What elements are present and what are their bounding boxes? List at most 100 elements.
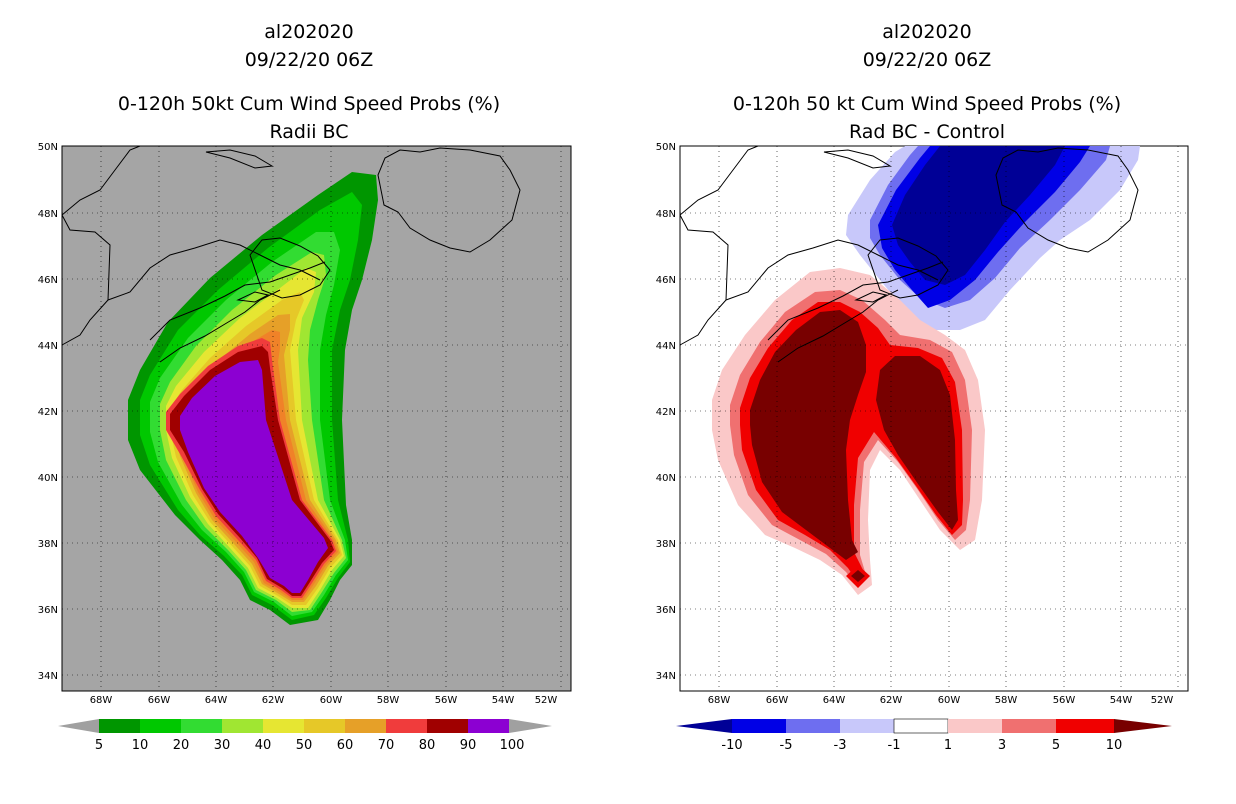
right-colorbar-swatch	[893, 718, 949, 734]
right-lon-label: 68W	[708, 695, 731, 706]
left-lon-label: 54W	[492, 695, 515, 706]
left-panel: al202020 09/22/20 06Z 0-120h 50kt Cum Wi…	[38, 21, 572, 753]
right-lat-label: 40N	[656, 473, 676, 484]
left-colorbar-swatch	[263, 719, 304, 733]
left-lat-label: 44N	[38, 341, 58, 352]
right-colorbar-low-end	[676, 719, 732, 733]
left-colorbar-swatch	[99, 719, 140, 733]
left-prob-100	[180, 360, 328, 593]
left-lon-label: 58W	[377, 695, 400, 706]
left-lon-label: 68W	[90, 695, 113, 706]
left-lon-label: 66W	[148, 695, 171, 706]
left-lon-label: 56W	[435, 695, 458, 706]
left-colorbar-swatch	[222, 719, 263, 733]
left-lat-label: 42N	[38, 407, 58, 418]
left-map: 50N 48N 46N 44N 42N 40N 38N 36N 34N 68W …	[38, 142, 572, 706]
right-lat-label: 48N	[656, 209, 676, 220]
left-lat-label: 36N	[38, 605, 58, 616]
left-colorbar-label: 70	[378, 738, 395, 753]
left-lat-label: 34N	[38, 671, 58, 682]
left-lon-label: 52W	[535, 695, 558, 706]
right-lon-label: 64W	[823, 695, 846, 706]
right-colorbar-label: -3	[834, 738, 847, 753]
right-lat-label: 50N	[656, 142, 676, 153]
left-colorbar-label: 80	[419, 738, 436, 753]
left-title: 0-120h 50kt Cum Wind Speed Probs (%)	[118, 93, 500, 115]
right-subtitle: Rad BC - Control	[849, 121, 1005, 143]
right-colorbar-swatch	[840, 719, 894, 733]
right-diff-pos-isolated-core	[851, 570, 865, 582]
right-diff-pos-10-a	[750, 310, 866, 560]
right-lat-label: 42N	[656, 407, 676, 418]
left-lon-labels: 68W 66W 64W 62W 60W 58W 56W 54W 52W	[90, 695, 558, 706]
left-lat-label: 50N	[38, 142, 58, 153]
left-lat-label: 48N	[38, 209, 58, 220]
left-lat-label: 38N	[38, 539, 58, 550]
right-storm-id: al202020	[882, 21, 971, 43]
right-colorbar-label: -5	[780, 738, 793, 753]
right-colorbar-label: 10	[1106, 738, 1123, 753]
left-colorbar-label: 20	[173, 738, 190, 753]
left-colorbar-swatch	[427, 719, 468, 733]
right-colorbar-swatch	[1056, 719, 1114, 733]
right-lon-label: 62W	[880, 695, 903, 706]
left-colorbar-swatch	[345, 719, 386, 733]
right-colorbar: -10 -5 -3 -1 1 3 5 10	[676, 718, 1172, 753]
right-colorbar-swatch	[948, 719, 1002, 733]
right-graticule	[680, 146, 1188, 691]
left-colorbar-low-end	[58, 719, 99, 733]
left-colorbar: 5 10 20 30 40 50 60 70 80 90 100	[58, 719, 552, 753]
right-colorbar-swatch	[732, 719, 786, 733]
right-lon-label: 66W	[766, 695, 789, 706]
right-title: 0-120h 50 kt Cum Wind Speed Probs (%)	[733, 93, 1121, 115]
right-lon-label: 52W	[1151, 695, 1174, 706]
left-lat-labels: 50N 48N 46N 44N 42N 40N 38N 36N 34N	[38, 142, 58, 682]
left-colorbar-label: 50	[296, 738, 313, 753]
left-colorbar-label: 30	[214, 738, 231, 753]
right-lat-label: 44N	[656, 341, 676, 352]
left-subtitle: Radii BC	[269, 121, 348, 143]
right-lat-label: 36N	[656, 605, 676, 616]
right-colorbar-label: -10	[721, 738, 742, 753]
right-colorbar-label: 1	[944, 738, 952, 753]
right-lon-labels: 68W 66W 64W 62W 60W 58W 56W 54W 52W	[708, 695, 1174, 706]
left-coastlines	[61, 145, 521, 363]
right-lon-label: 60W	[938, 695, 961, 706]
left-colorbar-label: 100	[500, 738, 525, 753]
left-colorbar-swatch	[468, 719, 509, 733]
right-colorbar-label: -1	[888, 738, 901, 753]
left-colorbar-label: 10	[132, 738, 149, 753]
right-lon-label: 56W	[1053, 695, 1076, 706]
right-colorbar-high-end	[1114, 719, 1172, 733]
right-colorbar-label: 5	[1052, 738, 1060, 753]
left-lat-label: 40N	[38, 473, 58, 484]
left-lat-label: 46N	[38, 275, 58, 286]
right-diff-neg-10	[892, 146, 1065, 285]
right-lat-label: 34N	[656, 671, 676, 682]
left-colorbar-label: 40	[255, 738, 272, 753]
left-colorbar-swatch	[181, 719, 222, 733]
left-colorbar-swatch	[140, 719, 181, 733]
right-colorbar-label: 3	[998, 738, 1006, 753]
left-datetime: 09/22/20 06Z	[245, 49, 374, 71]
right-datetime: 09/22/20 06Z	[863, 49, 992, 71]
left-colorbar-high-end	[509, 719, 552, 733]
right-lat-labels: 50N 48N 46N 44N 42N 40N 38N 36N 34N	[656, 142, 676, 682]
left-colorbar-label: 5	[95, 738, 103, 753]
right-coastlines	[679, 145, 1139, 363]
left-lon-label: 64W	[205, 695, 228, 706]
left-colorbar-swatch	[386, 719, 427, 733]
left-lon-label: 60W	[320, 695, 343, 706]
left-colorbar-swatch	[304, 719, 345, 733]
right-lat-label: 38N	[656, 539, 676, 550]
left-colorbar-label: 60	[337, 738, 354, 753]
right-colorbar-swatch	[1002, 719, 1056, 733]
right-map: 50N 48N 46N 44N 42N 40N 38N 36N 34N 68W …	[656, 142, 1189, 706]
right-panel: al202020 09/22/20 06Z 0-120h 50 kt Cum W…	[656, 21, 1189, 753]
right-diff-pos-10-b	[876, 356, 958, 530]
left-storm-id: al202020	[264, 21, 353, 43]
right-lat-label: 46N	[656, 275, 676, 286]
left-colorbar-label: 90	[460, 738, 477, 753]
right-lon-label: 58W	[995, 695, 1018, 706]
